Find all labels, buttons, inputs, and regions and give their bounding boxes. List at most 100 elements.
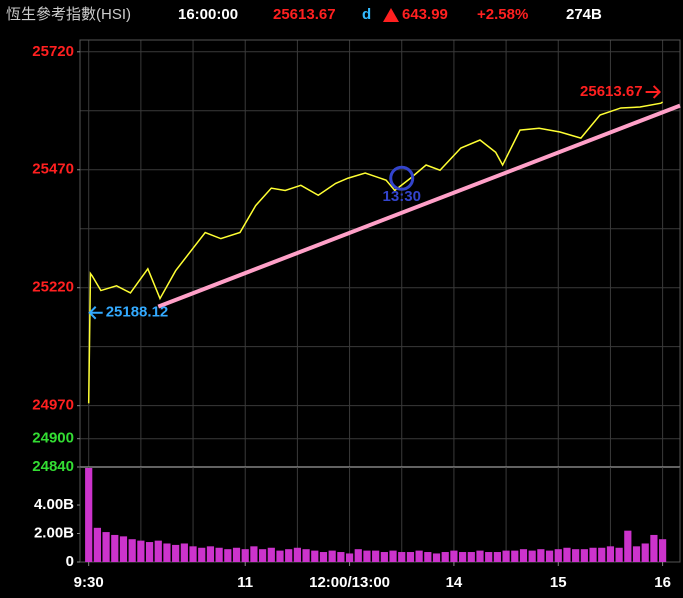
x-tick-label: 15 bbox=[550, 574, 567, 591]
volume-bar bbox=[354, 549, 362, 562]
volume-bar bbox=[650, 534, 658, 562]
volume-bar bbox=[198, 547, 206, 562]
volume-bar bbox=[363, 550, 371, 562]
x-tick-label: 11 bbox=[237, 574, 253, 591]
arrow bbox=[88, 306, 103, 320]
volume-bar bbox=[632, 546, 641, 562]
x-tick-label: 16 bbox=[654, 574, 671, 591]
volume-bar bbox=[293, 547, 301, 562]
volume-bar bbox=[328, 550, 336, 562]
volume-bar bbox=[389, 550, 397, 562]
volume-bar bbox=[406, 552, 415, 562]
volume-bar bbox=[554, 549, 562, 562]
trend-line bbox=[157, 103, 681, 309]
x-tick-label: 12:00/13:00 bbox=[309, 574, 390, 591]
volume-bar bbox=[441, 552, 449, 562]
volume-bar bbox=[267, 547, 275, 562]
annotation: 25188.12 bbox=[106, 304, 169, 321]
volume-bar bbox=[232, 547, 241, 562]
volume-bar bbox=[372, 550, 380, 562]
volume-bar bbox=[137, 540, 145, 562]
volume-bar bbox=[459, 552, 467, 562]
volume-bar bbox=[624, 530, 632, 562]
up-triangle bbox=[383, 8, 399, 22]
volume-bar bbox=[502, 550, 510, 562]
volume-bar bbox=[545, 550, 554, 562]
volume-bar bbox=[589, 547, 597, 562]
y-tick-label: 0 bbox=[66, 553, 74, 570]
volume-bar bbox=[380, 552, 388, 562]
marker-circle bbox=[389, 165, 415, 191]
volume-bar bbox=[276, 550, 284, 562]
volume-bar bbox=[563, 547, 571, 562]
volume-bar bbox=[189, 546, 197, 562]
volume-bar bbox=[615, 547, 623, 562]
volume-bar bbox=[528, 550, 536, 562]
volume-bar bbox=[319, 552, 328, 562]
y-tick-label: 4.00B bbox=[34, 496, 74, 513]
volume-bar bbox=[85, 467, 93, 562]
volume-bar bbox=[415, 550, 423, 562]
volume-bar bbox=[450, 550, 458, 562]
volume-bar bbox=[302, 549, 310, 562]
index-name: 恆生參考指數(HSI) bbox=[6, 6, 131, 23]
volume-bar bbox=[537, 549, 545, 562]
volume-bar bbox=[172, 544, 180, 562]
volume-bar bbox=[606, 546, 615, 562]
volume-bar bbox=[598, 547, 606, 562]
y-tick-label: 24840 bbox=[32, 458, 74, 475]
volume-bar bbox=[519, 549, 528, 562]
time: 16:00:00 bbox=[178, 6, 238, 23]
volume-bar bbox=[572, 549, 580, 562]
volume-bar bbox=[337, 552, 345, 562]
volume-bar bbox=[215, 547, 223, 562]
volume-bar bbox=[145, 542, 154, 562]
volume-bar bbox=[311, 550, 319, 562]
volume-bar bbox=[345, 553, 354, 562]
volume-bar bbox=[102, 532, 110, 562]
annotation: 13:30 bbox=[383, 188, 421, 205]
y-tick-label: 2.00B bbox=[34, 524, 74, 541]
arrow bbox=[645, 85, 662, 99]
volume-bar bbox=[163, 543, 171, 562]
x-tick-label: 14 bbox=[446, 574, 463, 591]
y-tick-label: 24970 bbox=[32, 397, 74, 414]
y-tick-label: 25220 bbox=[32, 279, 74, 296]
last-flag: d bbox=[362, 6, 371, 23]
change: 643.99 bbox=[402, 6, 448, 23]
volume-bar bbox=[659, 539, 667, 562]
volume-bar bbox=[180, 543, 188, 562]
volume-bar bbox=[119, 536, 128, 562]
volume-bar bbox=[476, 550, 484, 562]
y-tick-label: 25720 bbox=[32, 43, 74, 60]
volume-bar bbox=[259, 549, 267, 562]
volume-bar bbox=[154, 540, 162, 562]
volume-bar bbox=[641, 543, 649, 562]
turnover: 274B bbox=[566, 6, 602, 23]
volume-bar bbox=[424, 552, 432, 562]
volume-bar bbox=[285, 549, 293, 562]
volume-bar bbox=[511, 550, 519, 562]
volume-bar bbox=[467, 552, 475, 562]
volume-bar bbox=[111, 534, 119, 562]
annotation: 25613.67 bbox=[580, 83, 643, 100]
volume-bar bbox=[432, 553, 441, 562]
volume-bar bbox=[241, 549, 249, 562]
change-pct: +2.58% bbox=[477, 6, 528, 23]
y-tick-label: 25470 bbox=[32, 161, 74, 178]
volume-bar bbox=[398, 552, 406, 562]
volume-bar bbox=[206, 546, 215, 562]
volume-bar bbox=[128, 539, 136, 562]
plot-frame bbox=[79, 466, 681, 563]
volume-bar bbox=[250, 546, 258, 562]
y-tick-label: 24900 bbox=[32, 430, 74, 447]
x-tick-label: 9:30 bbox=[74, 574, 104, 591]
last-price: 25613.67 bbox=[273, 6, 336, 23]
volume-bar bbox=[580, 549, 588, 562]
volume-bar bbox=[485, 552, 493, 562]
volume-bar bbox=[224, 549, 232, 562]
volume-bar bbox=[493, 552, 501, 562]
